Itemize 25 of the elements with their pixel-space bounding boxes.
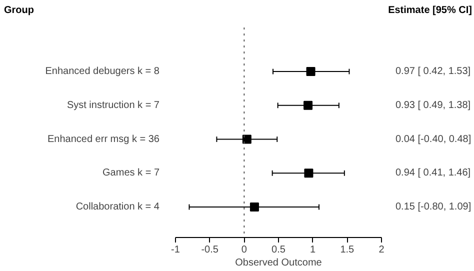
x-axis-title: Observed Outcome	[235, 258, 322, 268]
point	[304, 100, 313, 110]
x-tick-label: 1	[310, 244, 316, 256]
x-tick-label: 0.5	[272, 244, 286, 256]
data-label: 0.04 [-0.40, 0.48]	[396, 134, 472, 145]
x-tick-label: -1	[171, 244, 180, 256]
x-tick-label: 2	[378, 244, 385, 256]
point	[250, 202, 259, 212]
y-tick-label: Syst instruction k = 7	[66, 100, 160, 111]
x-tick-label: -0.5	[201, 244, 219, 256]
data-label: 0.97 [ 0.42, 1.53]	[396, 66, 471, 78]
point	[306, 67, 316, 76]
point	[304, 168, 314, 178]
y-axis-title: Group	[4, 4, 34, 18]
x-tick-label: 0	[241, 244, 248, 256]
x-tick-label: 1.5	[340, 244, 355, 256]
data-label: 0.93 [ 0.49, 1.38]	[396, 100, 471, 111]
y-tick-label: Enhanced debugers k = 8	[45, 66, 160, 78]
y-tick-label: Enhanced err msg k = 36	[47, 134, 160, 145]
y2-axis-title: Estimate [95% CI]	[388, 4, 472, 18]
data-label: 0.15 [-0.80, 1.09]	[396, 202, 472, 213]
y-tick-label: Games k = 7	[102, 168, 160, 179]
y-tick-label: Collaboration k = 4	[76, 202, 160, 213]
point	[242, 134, 252, 144]
data-label: 0.94 [ 0.41, 1.46]	[396, 168, 471, 179]
